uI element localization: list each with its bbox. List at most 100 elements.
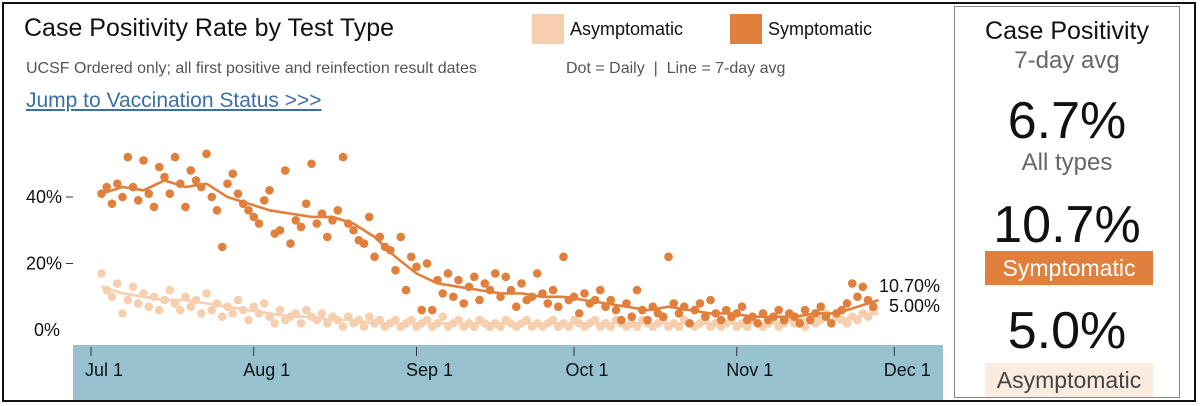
chart-subtitle: UCSF Ordered only; all first positive an…	[26, 60, 477, 77]
symptomatic-daily-point	[291, 215, 301, 225]
symptomatic-badge: Symptomatic	[985, 251, 1153, 285]
symptomatic-daily-point	[548, 285, 558, 295]
symptomatic-daily-point	[118, 192, 127, 202]
x-tick-label: Jul 1	[85, 360, 123, 380]
symptomatic-daily-point	[265, 186, 274, 195]
symptomatic-avg-line	[101, 179, 879, 318]
symptomatic-daily-point	[149, 202, 159, 212]
symptomatic-daily-point	[847, 279, 857, 288]
asymptomatic-daily-point	[842, 319, 852, 328]
symptomatic-daily-point	[695, 299, 705, 308]
symptomatic-daily-point	[207, 192, 217, 202]
symptomatic-daily-point	[826, 319, 836, 328]
asymptomatic-daily-point	[338, 322, 348, 331]
asymptomatic-daily-point	[128, 282, 138, 292]
symptomatic-daily-point	[438, 289, 448, 298]
symptomatic-daily-point	[501, 272, 511, 282]
symptomatic-daily-point	[217, 242, 227, 252]
symptomatic-daily-point	[616, 315, 626, 325]
asymptomatic-daily-point	[249, 302, 259, 312]
symptomatic-daily-point	[868, 302, 878, 312]
symptomatic-daily-point	[543, 299, 553, 308]
asymptomatic-daily-point	[233, 295, 243, 305]
symptomatic-daily-point	[422, 259, 432, 268]
symptomatic-daily-point	[511, 302, 521, 312]
asymptomatic-daily-point	[359, 322, 369, 331]
symptomatic-daily-point	[228, 169, 238, 179]
x-axis-band	[73, 345, 943, 400]
symptomatic-daily-point	[107, 199, 117, 208]
symptomatic-daily-point	[469, 272, 479, 282]
symptomatic-daily-point	[349, 225, 358, 235]
asymptomatic-daily-point	[112, 279, 122, 288]
symptomatic-daily-point	[574, 309, 584, 318]
chart-note: Dot = Daily | Line = 7-day avg	[566, 60, 786, 77]
legend-label-asymptomatic: Asymptomatic	[570, 18, 684, 39]
symptomatic-daily-point	[286, 239, 295, 248]
symptomatic-daily-point	[364, 212, 374, 222]
symptomatic-daily-point	[580, 289, 589, 298]
summary-subtitle: 7-day avg	[1014, 47, 1120, 74]
asymptomatic-daily-point	[97, 269, 106, 278]
symptomatic-daily-point	[244, 206, 253, 215]
asymptomatic-daily-point	[317, 309, 327, 318]
symptomatic-daily-point	[186, 166, 196, 175]
symptomatic-daily-point	[391, 265, 400, 275]
asymptomatic-daily-point	[175, 305, 185, 315]
asymptomatic-daily-point	[259, 299, 269, 308]
symptomatic-daily-point	[275, 225, 285, 235]
asymptomatic-daily-point	[207, 305, 217, 315]
symptomatic-daily-point	[643, 315, 652, 325]
symptomatic-daily-point	[296, 222, 306, 232]
symptomatic-daily-point	[774, 305, 784, 315]
symptomatic-daily-point	[160, 172, 169, 182]
symptomatic-daily-point	[165, 189, 175, 198]
symptomatic-daily-point	[181, 202, 190, 212]
asymptomatic-daily-point	[133, 299, 143, 308]
asymptomatic-daily-point	[144, 302, 154, 312]
vaccination-status-link[interactable]: Jump to Vaccination Status >>>	[26, 89, 322, 112]
symptomatic-daily-point	[154, 162, 164, 172]
asymptomatic-daily-point	[228, 309, 238, 318]
symptomatic-daily-point	[480, 279, 490, 288]
asymptomatic-daily-point	[296, 319, 306, 328]
symptomatic-daily-point	[406, 252, 416, 262]
asymptomatic-daily-point	[270, 319, 280, 328]
asymptomatic-daily-point	[244, 315, 253, 325]
symptomatic-daily-point	[459, 299, 469, 308]
symptomatic-daily-point	[858, 282, 868, 292]
asymptomatic-daily-point	[123, 295, 133, 305]
summary-panel: Case Positivity 7-day avg 6.7% All types…	[954, 6, 1180, 398]
asymptomatic-daily-point	[196, 309, 206, 318]
asymptomatic-daily-point	[202, 289, 211, 298]
symptomatic-end-label: 10.70%	[879, 276, 940, 296]
symptomatic-daily-point	[795, 319, 805, 328]
x-tick-label: Aug 1	[243, 360, 290, 380]
symptomatic-daily-point	[280, 166, 290, 175]
legend-label-symptomatic: Symptomatic	[768, 18, 873, 39]
symptomatic-daily-point	[338, 152, 348, 162]
symptomatic-daily-point	[333, 206, 343, 215]
asymptomatic-daily-point	[322, 319, 332, 328]
symptomatic-daily-point	[401, 285, 411, 295]
symptomatic-daily-point	[396, 232, 406, 242]
symptomatic-daily-point	[427, 305, 437, 315]
chart-title: Case Positivity Rate by Test Type	[24, 14, 395, 42]
legend-swatch-asymptomatic	[532, 14, 564, 44]
symptomatic-daily-point	[737, 302, 747, 312]
symptomatic-daily-point	[112, 179, 122, 188]
asymptomatic-daily-point	[438, 312, 448, 322]
asymptomatic-daily-point	[275, 305, 285, 315]
symptomatic-daily-point	[191, 176, 201, 185]
symptomatic-daily-point	[706, 295, 715, 305]
x-tick-label: Nov 1	[726, 360, 773, 380]
asymptomatic-daily-point	[217, 312, 227, 322]
symptomatic-daily-point	[669, 299, 679, 308]
symptomatic-daily-point	[753, 319, 763, 328]
legend-item-asymptomatic[interactable]: Asymptomatic	[532, 14, 683, 44]
legend-swatch-symptomatic	[730, 14, 762, 44]
asymptomatic-daily-point	[364, 312, 374, 322]
legend-item-symptomatic[interactable]: Symptomatic	[730, 14, 872, 44]
symptomatic-daily-point	[133, 196, 143, 205]
symptomatic-value: 10.7%	[993, 196, 1141, 254]
